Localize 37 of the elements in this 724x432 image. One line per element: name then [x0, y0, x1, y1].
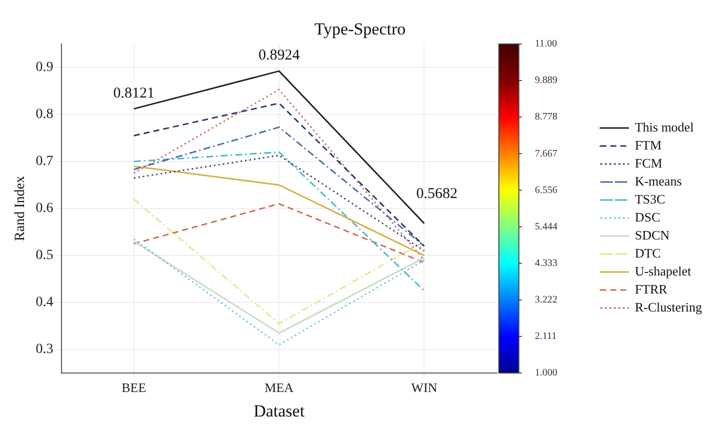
y-tick-label: 0.5 [36, 248, 54, 264]
legend-label: This model [634, 119, 694, 134]
color-bar-label: 11.00 [534, 38, 557, 50]
x-tick-label: MEA [264, 380, 294, 396]
legend-label: FTM [634, 137, 662, 152]
data-label: 0.5682 [416, 186, 458, 202]
color-bar-label: 3.222 [534, 294, 558, 306]
data-label: 0.8121 [113, 85, 155, 102]
data-label: 0.8924 [258, 48, 300, 64]
legend-label: U-shapelet [634, 263, 692, 278]
legend-label: R-Clustering [634, 299, 702, 314]
y-tick-label: 0.4 [36, 295, 54, 310]
legend-label: TS3C [634, 191, 666, 206]
chart-title: Type-Spectro [314, 19, 406, 38]
color-bar-label: 1.000 [534, 368, 558, 379]
y-tick-label: 0.9 [36, 60, 54, 76]
legend-label: FCM [634, 155, 663, 170]
y-tick-label: 0.3 [36, 342, 54, 358]
legend-label: FTRR [634, 281, 668, 296]
color-bar-label: 8.778 [534, 112, 558, 123]
legend-label: DSC [634, 209, 660, 224]
color-bar-label: 9.889 [534, 75, 558, 86]
color-bar-label: 5.444 [534, 221, 558, 232]
x-tick-label: BEE [122, 380, 146, 396]
legend-label: K-means [634, 173, 682, 188]
color-bar-label: 4.333 [534, 258, 558, 269]
y-tick-label: 0.7 [36, 154, 54, 170]
color-bar-label: 2.111 [534, 331, 557, 342]
legend-label: DTC [634, 245, 661, 260]
y-tick-label: 0.8 [36, 107, 54, 122]
legend-label: SDCN [634, 227, 670, 242]
x-tick-label: WIN [411, 380, 438, 396]
x-axis-title: Dataset [254, 401, 305, 420]
y-axis-title: Rand Index [13, 176, 28, 241]
color-bar-label: 6.556 [534, 184, 558, 196]
color-bar-label: 7.667 [534, 148, 558, 160]
y-tick-label: 0.6 [36, 201, 54, 216]
